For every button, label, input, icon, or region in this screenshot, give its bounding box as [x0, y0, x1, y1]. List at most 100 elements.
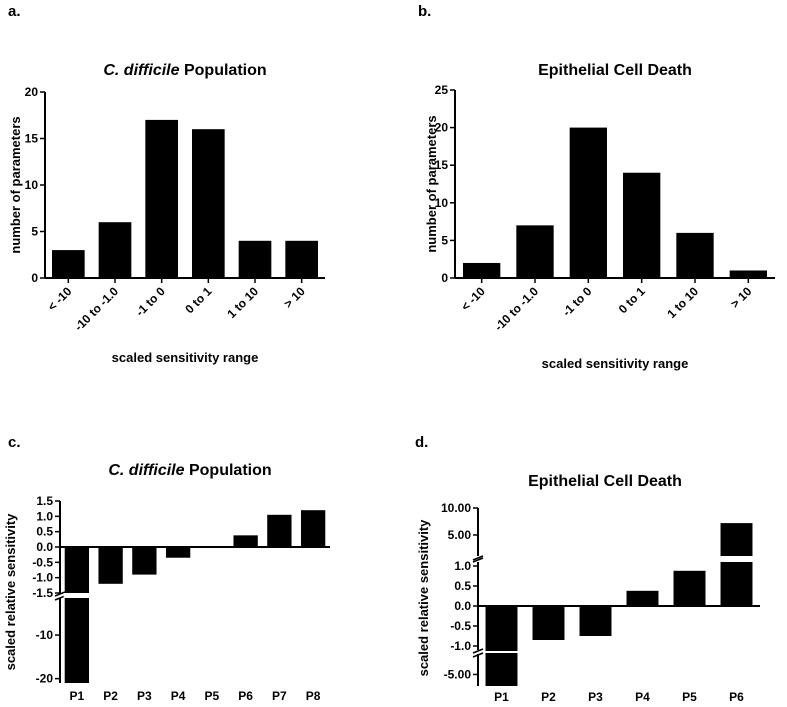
x-tick-label: P6: [238, 689, 253, 703]
bar-break-gap: [484, 651, 519, 653]
chart-title-rest: Population: [180, 62, 267, 79]
bar: [532, 606, 565, 640]
y-tick-label: -0.5: [450, 619, 471, 633]
axis-break-mark: [472, 557, 484, 563]
bar: [676, 232, 714, 278]
y-tick-label: 0: [31, 271, 38, 285]
x-tick-label: P6: [729, 690, 744, 704]
bar: [463, 262, 501, 278]
chart-title-rest: Epithelial Cell Death: [528, 473, 682, 490]
x-tick-label: P3: [137, 689, 152, 703]
bar: [98, 547, 123, 584]
y-tick-label: 5: [31, 225, 38, 239]
bar: [238, 240, 272, 278]
bar: [729, 270, 767, 278]
y-tick-label: 0.5: [36, 525, 53, 539]
panel-label: d.: [415, 434, 428, 451]
y-tick-label: 0.0: [454, 599, 471, 613]
x-axis-label: scaled sensitivity range: [112, 350, 259, 365]
panel-label: b.: [418, 3, 431, 20]
x-tick-label: > 10: [728, 284, 755, 311]
panel-c: c. C. difficile Population 1.51.0 0.50.0-0.…: [3, 434, 330, 703]
x-tick-label: P2: [103, 689, 118, 703]
bar: [673, 570, 706, 606]
axis-break-mark: [54, 591, 66, 597]
x-tick-label: 1 to 10: [664, 284, 701, 321]
chart-title: Epithelial Cell Death: [538, 62, 692, 79]
bar: [626, 590, 659, 606]
y-tick-label: -5.00: [444, 667, 472, 681]
axis-break-mark: [472, 555, 484, 561]
bar-break-gap: [63, 593, 91, 598]
y-axis-label: scaled relative sensitivity: [3, 513, 18, 671]
bar: [192, 129, 225, 278]
chart-title: C. difficile Population: [103, 62, 266, 79]
y-tick-label: 1.0: [36, 509, 53, 523]
x-tick-label: P8: [306, 689, 321, 703]
x-tick-label: P5: [682, 690, 697, 704]
y-tick-label: 15: [435, 158, 449, 172]
bar: [569, 127, 607, 278]
x-tick-label: P3: [588, 690, 603, 704]
y-tick-label: -0.5: [32, 555, 53, 569]
bar: [145, 119, 178, 279]
y-tick-label: -1.0: [32, 571, 53, 585]
x-tick-label: < -10: [45, 284, 75, 314]
chart-title-italic: C. difficile: [108, 462, 184, 479]
y-tick-label: 1.0: [454, 559, 471, 573]
y-tick-label: -1.5: [32, 586, 53, 600]
axis-break-mark: [472, 648, 484, 654]
x-axis-label: scaled sensitivity range: [542, 356, 689, 371]
bar: [579, 606, 612, 636]
x-tick-label: < -10: [458, 284, 488, 314]
x-tick-label: P7: [272, 689, 287, 703]
x-tick-label: 0 to 1: [182, 284, 214, 316]
chart-title-italic: C. difficile: [103, 62, 179, 79]
y-tick-label: 0: [441, 271, 448, 285]
bar: [267, 514, 292, 547]
y-tick-label: 10: [25, 178, 39, 192]
y-tick-label: 5.00: [448, 528, 472, 542]
chart-title: Epithelial Cell Death: [528, 473, 682, 490]
x-tick-label: 1 to 10: [224, 284, 261, 321]
x-tick-label: P5: [205, 689, 220, 703]
bar: [132, 547, 157, 575]
bar: [98, 222, 132, 278]
x-tick-label: P2: [541, 690, 556, 704]
bar-break-gap: [719, 556, 754, 562]
chart-title-rest: Population: [185, 462, 272, 479]
bar: [720, 523, 753, 606]
y-axis-label: number of parameters: [8, 116, 23, 253]
bar: [52, 250, 85, 278]
bar: [516, 225, 554, 278]
x-tick-label: P1: [494, 690, 509, 704]
y-tick-label: 20: [435, 121, 449, 135]
x-tick-label: > 10: [281, 284, 308, 311]
y-tick-label: 0.5: [454, 579, 471, 593]
x-tick-label: P4: [171, 689, 186, 703]
y-tick-label: 1.5: [36, 494, 53, 508]
y-axis-label: number of parameters: [424, 115, 439, 252]
chart-title-rest: Epithelial Cell Death: [538, 62, 692, 79]
bar: [64, 547, 90, 683]
panel-d: d. Epithelial Cell Death 10.00 5.00 1.0 0.5 0.…: [415, 434, 760, 704]
bar: [233, 535, 258, 547]
bar: [300, 510, 326, 547]
y-tick-label: 25: [435, 83, 449, 97]
y-tick-label: -1.0: [450, 639, 471, 653]
x-tick-label: -1 to 0: [560, 284, 595, 319]
bar: [485, 606, 518, 686]
x-tick-label: -1 to 0: [133, 284, 168, 319]
x-tick-label: -10 to -1.0: [492, 284, 542, 334]
y-tick-label: 0.0: [36, 540, 53, 554]
y-tick-label: -10: [36, 628, 54, 642]
y-tick-label: 15: [25, 132, 39, 146]
x-tick-label: -10 to -1.0: [72, 284, 122, 334]
y-tick-label: 20: [25, 85, 39, 99]
axis-break-mark: [54, 595, 66, 601]
bar: [165, 547, 191, 558]
bar: [285, 240, 318, 278]
x-tick-label: P4: [635, 690, 650, 704]
